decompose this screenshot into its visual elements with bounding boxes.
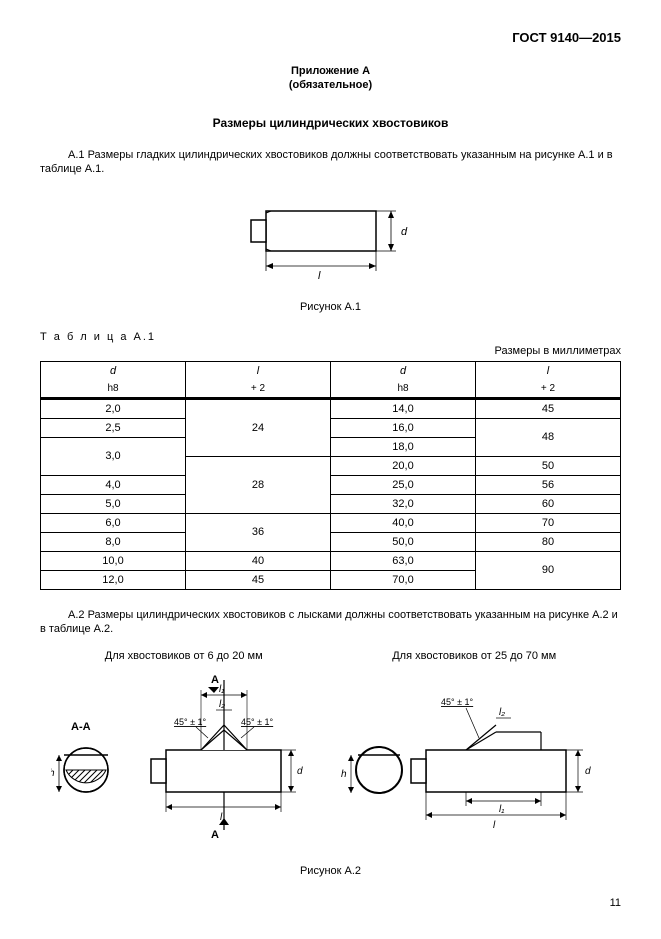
table-cell: 50,0	[331, 532, 476, 551]
table-cell: 12,0	[41, 570, 186, 589]
th-d1-sub: h8	[41, 380, 186, 399]
table-cell: 80	[476, 532, 621, 551]
table-a1-label: Т а б л и ц а А.1	[40, 331, 621, 343]
table-cell: 36	[186, 513, 331, 551]
svg-text:d: d	[297, 766, 303, 777]
fig2-label-left: Для хвостовиков от 6 до 20 мм	[105, 650, 263, 662]
fig2-label-right: Для хвостовиков от 25 до 70 мм	[392, 650, 556, 662]
table-cell: 24	[186, 398, 331, 456]
svg-text:l: l	[493, 820, 496, 831]
table-cell: 60	[476, 494, 621, 513]
svg-text:l₁: l₁	[499, 804, 504, 815]
th-l1: l	[186, 361, 331, 380]
table-cell: 48	[476, 418, 621, 456]
th-d2-sub: h8	[331, 380, 476, 399]
figure-a1: d l	[40, 191, 621, 289]
page-number: 11	[40, 897, 621, 909]
table-cell: 90	[476, 551, 621, 589]
th-l1-sub: + 2	[186, 380, 331, 399]
svg-text:45° ± 1°: 45° ± 1°	[174, 717, 207, 727]
th-l2: l	[476, 361, 621, 380]
svg-text:h: h	[341, 769, 347, 780]
th-d2: d	[331, 361, 476, 380]
annex-subtitle: (обязательное)	[40, 79, 621, 91]
table-cell: 5,0	[41, 494, 186, 513]
table-cell: 40	[186, 551, 331, 570]
table-row: 2,516,048	[41, 418, 621, 437]
table-cell: 3,0	[41, 437, 186, 475]
svg-text:А: А	[211, 829, 219, 841]
table-row: 8,0 50,080	[41, 532, 621, 551]
table-cell: 2,5	[41, 418, 186, 437]
standard-header: ГОСТ 9140—2015	[40, 30, 621, 45]
table-a1-units: Размеры в миллиметрах	[40, 345, 621, 357]
table-cell: 70	[476, 513, 621, 532]
th-d1: d	[41, 361, 186, 380]
table-cell: 28	[186, 456, 331, 513]
table-row: 2,02414,045	[41, 398, 621, 418]
svg-text:45° ± 1°: 45° ± 1°	[241, 717, 274, 727]
fig1-dim-l: l	[318, 270, 321, 282]
figure-a1-caption: Рисунок А.1	[40, 301, 621, 313]
fig1-dim-d: d	[401, 226, 408, 238]
figure-a2-labels: Для хвостовиков от 6 до 20 мм Для хвосто…	[40, 650, 621, 662]
table-cell: 40,0	[331, 513, 476, 532]
table-cell: 25,0	[331, 475, 476, 494]
svg-text:l₂: l₂	[499, 707, 505, 718]
table-cell: 20,0	[331, 456, 476, 475]
table-row: 6,03640,070	[41, 513, 621, 532]
table-cell: 4,0	[41, 475, 186, 494]
svg-text:d: d	[585, 766, 591, 777]
table-cell: 45	[476, 398, 621, 418]
section-title: Размеры цилиндрических хвостовиков	[40, 116, 621, 130]
figure-a2: А-А h 45° ± 1° 45° ± 1° l₂ l₁ А	[40, 670, 621, 853]
table-cell: 2,0	[41, 398, 186, 418]
table-a1: d l d l h8 + 2 h8 + 2 2,02414,0452,516,0…	[40, 361, 621, 590]
svg-text:h: h	[51, 768, 55, 779]
svg-text:45° ± 1°: 45° ± 1°	[441, 697, 474, 707]
table-cell: 14,0	[331, 398, 476, 418]
paragraph-a1: А.1 Размеры гладких цилиндрических хвост…	[40, 148, 621, 177]
paragraph-a2: А.2 Размеры цилиндрических хвостовиков с…	[40, 608, 621, 637]
table-row: 5,0 32,060	[41, 494, 621, 513]
table-cell: 16,0	[331, 418, 476, 437]
table-cell: 32,0	[331, 494, 476, 513]
table-row: 4,0 25,056	[41, 475, 621, 494]
table-cell: 18,0	[331, 437, 476, 456]
table-cell: 56	[476, 475, 621, 494]
figure-a2-caption: Рисунок А.2	[40, 865, 621, 877]
fig2-section-label: А-А	[71, 721, 91, 733]
table-cell: 63,0	[331, 551, 476, 570]
table-cell: 70,0	[331, 570, 476, 589]
table-row: 10,04063,090	[41, 551, 621, 570]
table-cell: 45	[186, 570, 331, 589]
table-cell: 8,0	[41, 532, 186, 551]
annex-title: Приложение А	[40, 65, 621, 77]
table-cell: 10,0	[41, 551, 186, 570]
svg-text:А: А	[211, 674, 219, 686]
table-cell: 6,0	[41, 513, 186, 532]
th-l2-sub: + 2	[476, 380, 621, 399]
table-cell: 50	[476, 456, 621, 475]
